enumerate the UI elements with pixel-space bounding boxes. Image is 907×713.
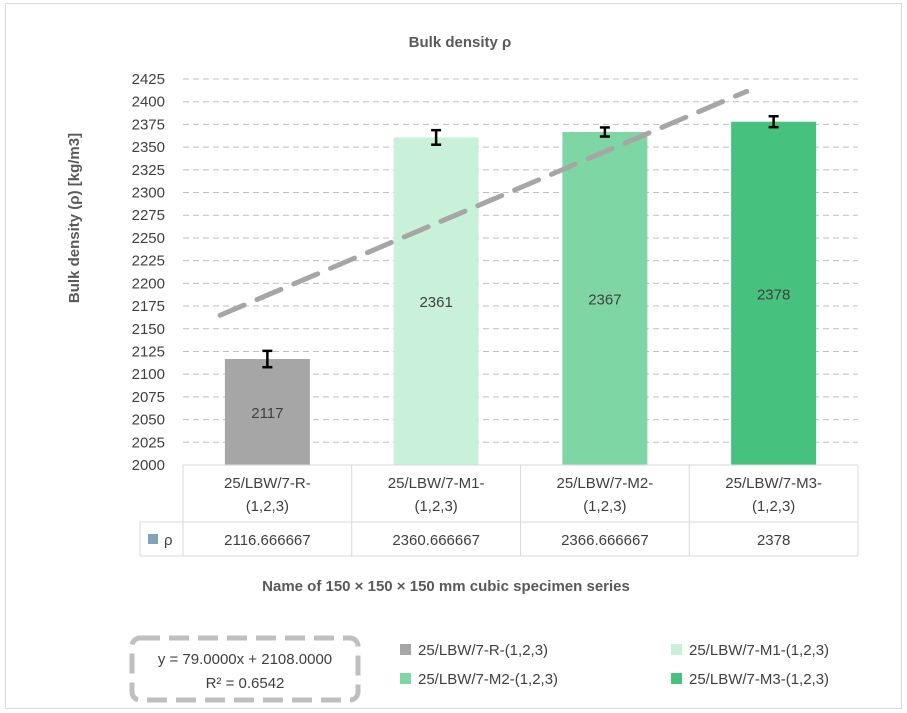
y-tick-label: 2250 <box>132 230 165 247</box>
trendline <box>217 88 750 318</box>
legend-swatch <box>400 673 411 684</box>
legend-label: 25/LBW/7-M1-(1,2,3) <box>689 642 829 659</box>
y-tick-label: 2400 <box>132 94 165 111</box>
bars <box>224 121 817 465</box>
table-cell-value: 2366.666667 <box>561 532 649 549</box>
error-bars <box>262 114 779 369</box>
y-tick-label: 2300 <box>132 185 165 202</box>
y-axis-ticks: 2000 2025 2050 2075 2100 2125 2150 2175 2200 2225… <box>132 71 165 474</box>
y-tick-label: 2100 <box>132 366 165 383</box>
table-legend-key <box>148 534 158 544</box>
y-tick-label: 2125 <box>132 343 165 360</box>
trendline-r-squared: R² = 0.6542 <box>206 675 285 692</box>
y-axis-title: Bulk density (ρ) [kg/m3] <box>66 133 83 303</box>
x-tick-label: (1,2,3) <box>414 498 457 515</box>
legend-swatch <box>671 673 682 684</box>
table-cell-value: 2378 <box>757 532 790 549</box>
y-tick-label: 2050 <box>132 412 165 429</box>
y-tick-label: 2075 <box>132 389 165 406</box>
y-tick-label: 2000 <box>132 457 165 474</box>
data-label: 2361 <box>419 294 452 311</box>
trendline-layer <box>217 88 750 318</box>
y-tick-label: 2275 <box>132 207 165 224</box>
y-tick-label: 2325 <box>132 162 165 179</box>
legend-label: 25/LBW/7-M3-(1,2,3) <box>689 671 829 688</box>
x-tick-label: (1,2,3) <box>246 498 289 515</box>
x-tick-label: 25/LBW/7-M2- <box>557 475 654 492</box>
chart-title: Bulk density ρ <box>409 34 512 51</box>
trendline-label-border <box>129 635 361 703</box>
x-tick-label: (1,2,3) <box>752 498 795 515</box>
bar <box>224 359 310 465</box>
trendline-label-box: y = 79.0000x + 2108.0000 R² = 0.6542 <box>129 635 361 703</box>
legend: 25/LBW/7-R-(1,2,3) 25/LBW/7-M1-(1,2,3) 25/… <box>400 642 829 688</box>
y-tick-label: 2200 <box>132 275 165 292</box>
bar <box>562 131 648 465</box>
bar <box>731 121 817 465</box>
legend-label: 25/LBW/7-M2-(1,2,3) <box>418 671 558 688</box>
table-series-name: ρ <box>164 532 173 549</box>
table-cell-value: 2116.666667 <box>224 532 310 549</box>
y-tick-label: 2025 <box>132 434 165 451</box>
x-tick-label: (1,2,3) <box>583 498 626 515</box>
table-cell-value: 2360.666667 <box>392 532 480 549</box>
data-label: 2367 <box>588 291 621 308</box>
data-label: 2378 <box>757 286 790 303</box>
x-axis-title: Name of 150 × 150 × 150 mm cubic specime… <box>262 578 630 595</box>
data-labels: 2117 2361 2367 2378 <box>251 286 790 422</box>
bar <box>393 137 479 465</box>
legend-swatch <box>400 644 411 655</box>
x-tick-label: 25/LBW/7-R- <box>224 475 311 492</box>
y-tick-label: 2150 <box>132 321 165 338</box>
y-tick-label: 2375 <box>132 116 165 133</box>
y-tick-label: 2425 <box>132 71 165 88</box>
data-label: 2117 <box>251 405 283 422</box>
x-tick-label: 25/LBW/7-M1- <box>388 475 485 492</box>
x-tick-label: 25/LBW/7-M3- <box>725 475 822 492</box>
y-tick-label: 2225 <box>132 253 165 270</box>
y-tick-label: 2350 <box>132 139 165 156</box>
legend-label: 25/LBW/7-R-(1,2,3) <box>418 642 548 659</box>
legend-swatch <box>671 644 682 655</box>
trendline-equation: y = 79.0000x + 2108.0000 <box>158 651 332 668</box>
y-tick-label: 2175 <box>132 298 165 315</box>
data-table: 25/LBW/7-R- (1,2,3) 2116.666667 25/LBW/7-M1… <box>139 464 859 557</box>
